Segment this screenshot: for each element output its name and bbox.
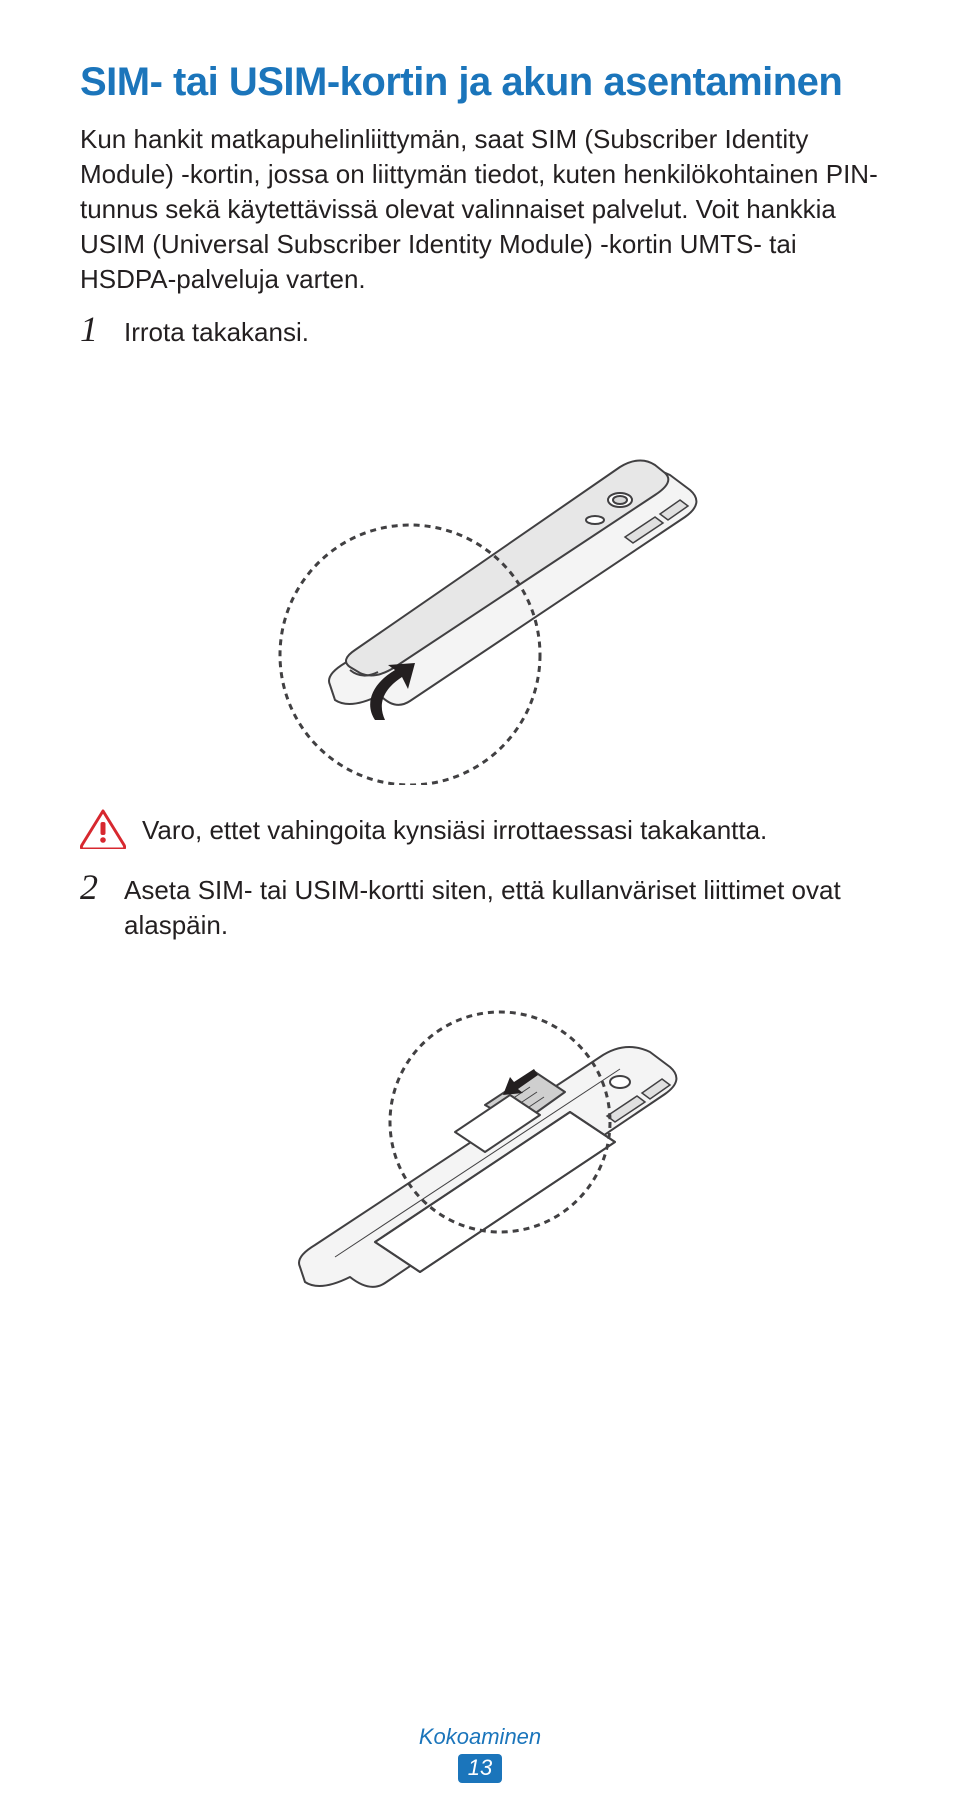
caution-text: Varo, ettet vahingoita kynsiäsi irrottae… xyxy=(142,809,767,848)
figure-remove-cover xyxy=(80,365,880,785)
footer-section-label: Kokoaminen xyxy=(0,1724,960,1750)
warning-icon xyxy=(80,809,126,849)
step-1: 1 Irrota takakansi. xyxy=(80,311,880,350)
step-number: 2 xyxy=(80,869,106,943)
step-2: 2 Aseta SIM- tai USIM-kortti siten, että… xyxy=(80,869,880,943)
page-number-badge: 13 xyxy=(458,1754,502,1783)
section-heading: SIM- tai USIM-kortin ja akun asentaminen xyxy=(80,60,880,104)
step-text: Irrota takakansi. xyxy=(124,311,309,350)
figure-insert-sim xyxy=(80,957,880,1337)
caution-block: Varo, ettet vahingoita kynsiäsi irrottae… xyxy=(80,809,880,849)
step-text: Aseta SIM- tai USIM-kortti siten, että k… xyxy=(124,869,880,943)
intro-paragraph: Kun hankit matkapuhelinliittymän, saat S… xyxy=(80,122,880,297)
step-number: 1 xyxy=(80,311,106,350)
page-footer: Kokoaminen 13 xyxy=(0,1724,960,1783)
